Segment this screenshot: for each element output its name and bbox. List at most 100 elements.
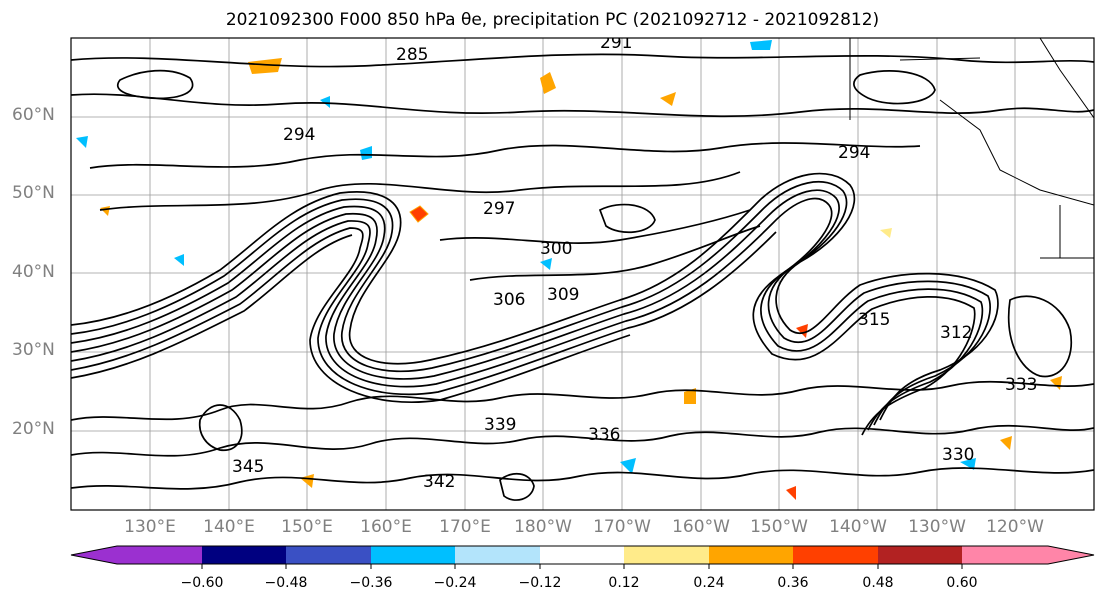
precip-patch <box>320 96 330 108</box>
precip-patch <box>684 388 696 404</box>
lon-label-150w: 150°W <box>750 517 808 537</box>
precip-patch <box>786 486 796 500</box>
theta-e-contour <box>598 203 656 234</box>
contour-label: 339 <box>484 415 516 435</box>
colorbar-segment <box>540 546 625 564</box>
theta-e-contour <box>499 472 535 501</box>
contour-label: 342 <box>423 472 455 492</box>
theta-e-contour <box>71 234 353 379</box>
chart-title: 2021092300 F000 850 hPa θe, precipitatio… <box>225 10 880 30</box>
theta-e-contour <box>198 404 243 451</box>
colorbar-segment <box>624 546 709 564</box>
colorbar-tick-label: 0.48 <box>862 575 894 591</box>
lon-label-150e: 150°E <box>281 517 333 537</box>
theta-e-contour <box>71 220 777 396</box>
precip-patch <box>409 205 429 223</box>
contour-label: 300 <box>540 239 572 259</box>
contour-label: 297 <box>483 199 515 219</box>
colorbar-ticks <box>201 564 963 569</box>
lon-label-140e: 140°E <box>203 517 255 537</box>
precip-patch <box>880 228 892 238</box>
colorbar-segment <box>709 546 794 564</box>
lon-label-160e: 160°E <box>360 517 412 537</box>
precip-patch <box>174 254 184 266</box>
precip-patch <box>248 58 282 74</box>
precip-patch <box>76 136 88 148</box>
precip-patch <box>1000 436 1012 450</box>
contour-label: 291 <box>600 33 632 53</box>
contour-label: 315 <box>858 310 890 330</box>
contour-label: 309 <box>547 285 579 305</box>
map-panel: 285 291 294 294 297 300 306 309 312 315 … <box>71 33 1094 510</box>
colorbar-segment <box>117 546 202 564</box>
colorbar <box>70 545 1095 569</box>
colorbar-tick-label: 0.12 <box>608 575 640 591</box>
colorbar-tick-label: 0.60 <box>946 575 978 591</box>
precip-patch <box>660 92 676 106</box>
lon-label-170w: 170°W <box>593 517 651 537</box>
precipitation-shading <box>76 40 1062 500</box>
colorbar-tick-label: −0.12 <box>518 575 562 591</box>
colorbar-segment <box>371 546 456 564</box>
colorbar-extend-high <box>1048 546 1094 564</box>
colorbar-extend-low <box>71 546 117 564</box>
lon-label-130w: 130°W <box>908 517 966 537</box>
theta-e-contour <box>71 172 999 421</box>
theta-e-contour <box>1007 295 1073 378</box>
lat-label-30n: 30°N <box>12 340 55 360</box>
lon-label-120w: 120°W <box>986 517 1044 537</box>
precip-patch <box>796 324 808 338</box>
lat-label-40n: 40°N <box>12 262 55 282</box>
theta-e-contour <box>71 189 984 431</box>
theta-e-contour <box>71 424 1094 457</box>
theta-e-contour <box>71 53 1094 68</box>
theta-e-contour <box>71 380 1094 421</box>
colorbar-segment <box>286 546 371 564</box>
precip-patch <box>540 258 552 270</box>
lon-label-160w: 160°W <box>672 517 730 537</box>
colorbar-tick-label: −0.48 <box>264 575 308 591</box>
contour-label: 336 <box>588 425 620 445</box>
precip-patch <box>360 146 372 160</box>
colorbar-tick-label: −0.36 <box>349 575 393 591</box>
theta-e-contour <box>71 181 991 426</box>
theta-e-contour <box>71 227 631 404</box>
theta-e-contour <box>439 209 751 244</box>
map-frame <box>70 37 1095 511</box>
theta-e-contour <box>89 142 921 169</box>
colorbar-segment <box>455 546 540 564</box>
theta-e-contour <box>71 93 1094 118</box>
theta-e-contour <box>117 69 194 100</box>
contour-label: 312 <box>940 323 972 343</box>
colorbar-tick-label: 0.24 <box>693 575 725 591</box>
contour-label: 294 <box>838 143 870 163</box>
precip-patch <box>540 72 556 94</box>
contour-labels: 285 291 294 294 297 300 306 309 312 315 … <box>232 33 1037 492</box>
precip-patch <box>620 458 636 474</box>
colorbar-segment <box>878 546 963 564</box>
contour-label: 330 <box>942 445 974 465</box>
colorbar-outline <box>70 545 1095 565</box>
theta-e-contour <box>853 70 936 105</box>
lon-label-130e: 130°E <box>124 517 176 537</box>
colorbar-tick-label: −0.24 <box>433 575 477 591</box>
contour-label: 345 <box>232 457 264 477</box>
colorbar-segment <box>202 546 287 564</box>
precip-patch <box>960 458 976 470</box>
colorbar-tick-label: 0.36 <box>777 575 809 591</box>
precip-patch <box>750 40 772 50</box>
lon-label-140w: 140°W <box>829 517 887 537</box>
contour-label: 285 <box>396 45 428 65</box>
theta-e-contour <box>469 225 761 281</box>
contour-label: 294 <box>283 125 315 145</box>
theta-e-contour <box>71 467 1094 490</box>
theta-e-contour <box>99 171 741 211</box>
contour-label: 333 <box>1005 375 1037 395</box>
theta-e-contours <box>71 53 1094 501</box>
lon-label-170e: 170°E <box>439 517 491 537</box>
lat-label-60n: 60°N <box>12 105 55 125</box>
lat-label-50n: 50°N <box>12 183 55 203</box>
colorbar-segment <box>793 546 878 564</box>
theta-e-contour <box>71 197 976 436</box>
